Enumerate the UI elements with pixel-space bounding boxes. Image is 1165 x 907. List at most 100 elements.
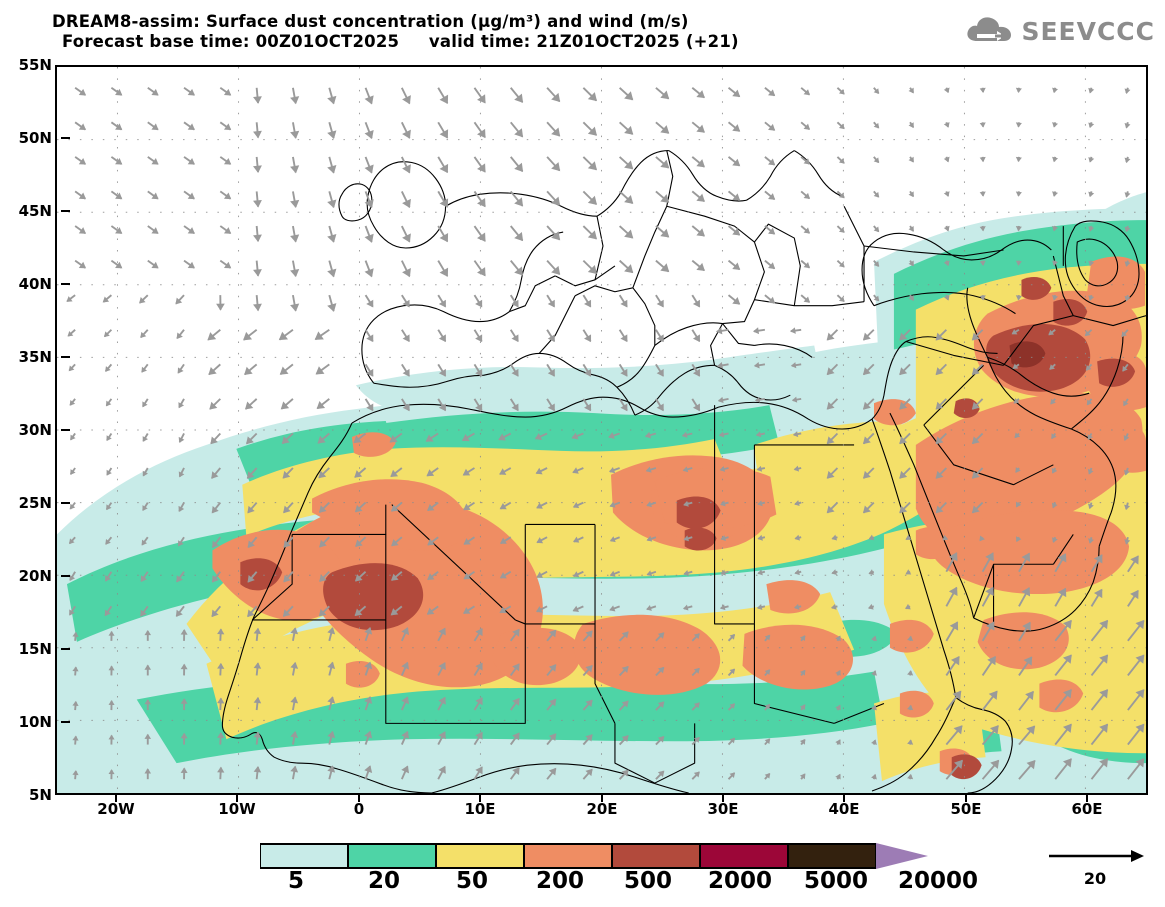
wind-arrow	[981, 621, 995, 642]
wind-arrow	[1127, 589, 1139, 607]
wind-arrow	[836, 259, 845, 268]
wind-arrow	[727, 703, 736, 711]
wind-arrow	[1015, 295, 1022, 301]
wind-arrow	[618, 259, 634, 274]
wind-arrow	[618, 294, 628, 308]
colorbar-tick-label: 20	[367, 868, 401, 894]
wind-arrow	[908, 156, 915, 163]
wind-arrow	[1127, 758, 1145, 780]
wind-arrow	[836, 294, 845, 302]
wind-arrow	[108, 665, 115, 676]
wind-arrow	[400, 730, 410, 745]
wind-arrow	[546, 629, 557, 642]
wind-arrow	[655, 225, 670, 238]
wind-arrow	[74, 87, 87, 96]
wind-arrow	[144, 629, 152, 641]
wind-arrow	[247, 605, 258, 618]
wind-arrow	[609, 501, 620, 508]
wind-arrow	[390, 467, 403, 478]
wind-arrow	[510, 260, 524, 276]
wind-arrow	[473, 260, 486, 277]
wind-arrow	[1015, 87, 1022, 93]
wind-arrow	[1124, 191, 1131, 198]
x-tick-label: 40E	[828, 800, 860, 818]
wind-arrow	[1051, 467, 1058, 474]
wind-arrow	[290, 87, 300, 105]
wind-arrow	[1054, 587, 1067, 607]
wind-arrow	[582, 734, 593, 746]
wind-arrow	[1048, 329, 1056, 336]
wind-arrow	[764, 772, 771, 780]
wind-arrow	[280, 398, 294, 410]
wind-arrow	[546, 225, 561, 241]
wind-arrow	[364, 765, 373, 780]
colorbar-over-cap	[876, 843, 928, 869]
wind-arrow	[473, 398, 483, 412]
wind-arrow	[1084, 329, 1093, 337]
wind-arrow	[720, 500, 729, 507]
wind-arrow	[68, 605, 76, 616]
wind-arrow	[935, 501, 948, 514]
wind-arrow	[473, 190, 486, 208]
wind-arrow	[945, 759, 963, 780]
wind-arrow	[110, 87, 123, 96]
wind-arrow	[219, 225, 232, 235]
wind-arrow	[757, 500, 766, 507]
wind-arrow	[105, 398, 113, 407]
colorbar-band-5000	[788, 843, 876, 869]
wind-arrow	[139, 294, 149, 304]
x-tick-label: 20E	[586, 800, 618, 818]
wind-arrow	[943, 87, 950, 94]
wind-arrow	[899, 432, 911, 445]
wind-arrow	[290, 627, 299, 642]
wind-arrow	[473, 662, 483, 676]
wind-arrow	[871, 635, 877, 642]
wind-arrow	[364, 294, 374, 308]
wind-arrow	[618, 156, 634, 170]
wind-arrow	[1088, 225, 1095, 232]
wind-arrow	[253, 696, 262, 711]
wind-arrow	[1122, 363, 1129, 372]
wind-arrow	[764, 225, 776, 235]
wind-arrow	[437, 87, 449, 105]
colorbar-band-2000	[700, 843, 788, 869]
wind-arrow	[183, 259, 195, 269]
x-tick-label: 50E	[950, 800, 982, 818]
wind-arrow	[908, 190, 915, 198]
wind-arrow	[945, 621, 959, 642]
wind-arrow	[691, 294, 701, 308]
wind-arrow	[69, 398, 76, 406]
wind-arrow	[463, 536, 475, 545]
wind-arrow	[826, 501, 839, 514]
wind-arrow	[908, 260, 915, 267]
wind-arrow	[69, 571, 76, 581]
colorbar-tick-label: 50	[455, 868, 489, 894]
wind-arrow	[282, 605, 294, 617]
wind-arrow	[510, 156, 524, 172]
wind-arrow	[945, 725, 963, 746]
wind-arrow	[314, 328, 330, 341]
wind-arrow	[655, 398, 664, 412]
wind-arrow	[935, 432, 948, 445]
wind-arrow	[943, 294, 950, 301]
wind-arrow	[935, 329, 948, 341]
wind-arrow	[1018, 621, 1031, 642]
wind-arrow	[908, 294, 915, 301]
wind-arrow	[719, 466, 729, 472]
wind-arrow	[317, 432, 330, 444]
wind-arrow	[691, 702, 700, 711]
wind-arrow	[142, 502, 149, 511]
wind-arrow	[794, 569, 802, 576]
wind-arrow	[108, 630, 115, 641]
wind-arrow	[499, 570, 512, 579]
wind-arrow	[793, 465, 802, 472]
wind-arrow	[971, 363, 984, 376]
colorbar-under-cap	[208, 843, 260, 869]
seevccc-logo: SEEVCCC	[965, 14, 1155, 48]
wind-arrow	[608, 466, 620, 474]
wind-arrow	[682, 466, 693, 473]
wind-arrow	[217, 732, 225, 745]
wind-arrow	[66, 294, 76, 303]
wind-arrow	[1088, 122, 1095, 129]
wind-arrow	[364, 329, 374, 343]
